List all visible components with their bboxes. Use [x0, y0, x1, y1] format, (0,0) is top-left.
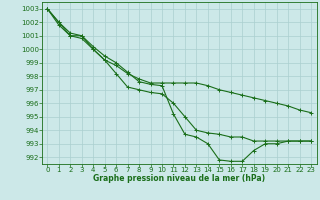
X-axis label: Graphe pression niveau de la mer (hPa): Graphe pression niveau de la mer (hPa) [93, 174, 265, 183]
